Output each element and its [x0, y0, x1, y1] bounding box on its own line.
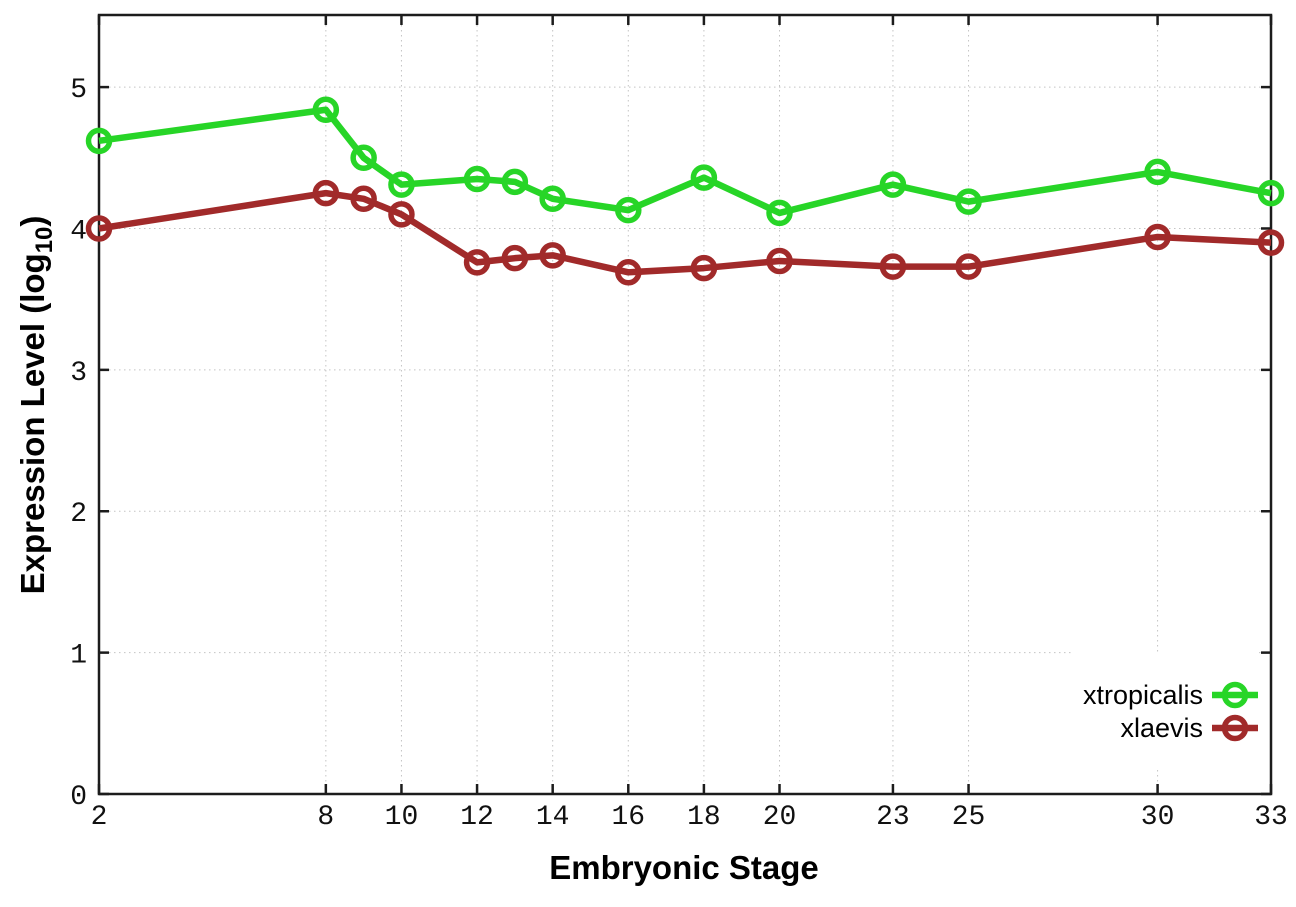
- svg-text:5: 5: [70, 75, 87, 106]
- svg-text:20: 20: [763, 802, 797, 833]
- svg-text:14: 14: [536, 802, 570, 833]
- legend-marker-xtropicalis-icon: [1212, 681, 1258, 708]
- legend: xtropicalis xlaevis: [1072, 652, 1258, 770]
- svg-text:30: 30: [1141, 802, 1175, 833]
- axis-ticks: [97, 15, 1273, 796]
- svg-text:25: 25: [952, 802, 986, 833]
- legend-label-xlaevis: xlaevis: [1120, 712, 1203, 743]
- legend-marker-xlaevis-icon: [1212, 714, 1258, 741]
- y-tick-labels: 0 1 2 3 4 5: [70, 75, 87, 813]
- svg-text:0: 0: [70, 782, 87, 813]
- legend-item-xtropicalis: xtropicalis: [1083, 680, 1258, 710]
- plot-border: [97, 13, 1273, 796]
- y-axis-title: Expression Level (log10): [14, 215, 58, 595]
- svg-text:4: 4: [70, 216, 87, 247]
- series-xtropicalis-line: [98, 106, 1272, 217]
- gridlines: [99, 15, 1271, 794]
- svg-text:1: 1: [70, 641, 87, 672]
- series-xtropicalis-markers: [85, 96, 1285, 227]
- svg-text:8: 8: [317, 802, 334, 833]
- y-axis-title-suffix: ): [14, 215, 51, 227]
- x-tick-labels: 2 8 10 12 14 16 18 20 23 25 30 33: [91, 802, 1288, 833]
- svg-text:18: 18: [687, 802, 721, 833]
- y-axis-title-text: Expression Level (log: [14, 253, 51, 595]
- series-xlaevis-markers: [85, 179, 1285, 286]
- svg-text:2: 2: [91, 802, 108, 833]
- svg-text:2: 2: [70, 499, 87, 530]
- svg-text:3: 3: [70, 358, 87, 389]
- svg-text:33: 33: [1254, 802, 1288, 833]
- x-axis-title: Embryonic Stage: [549, 849, 819, 886]
- y-axis-title-subscript: 10: [31, 226, 58, 254]
- svg-text:10: 10: [385, 802, 419, 833]
- legend-label-xtropicalis: xtropicalis: [1082, 679, 1203, 710]
- svg-text:16: 16: [611, 802, 645, 833]
- svg-text:23: 23: [876, 802, 910, 833]
- svg-text:12: 12: [460, 802, 494, 833]
- legend-item-xlaevis: xlaevis: [1120, 713, 1258, 743]
- series-xlaevis-line: [98, 189, 1272, 276]
